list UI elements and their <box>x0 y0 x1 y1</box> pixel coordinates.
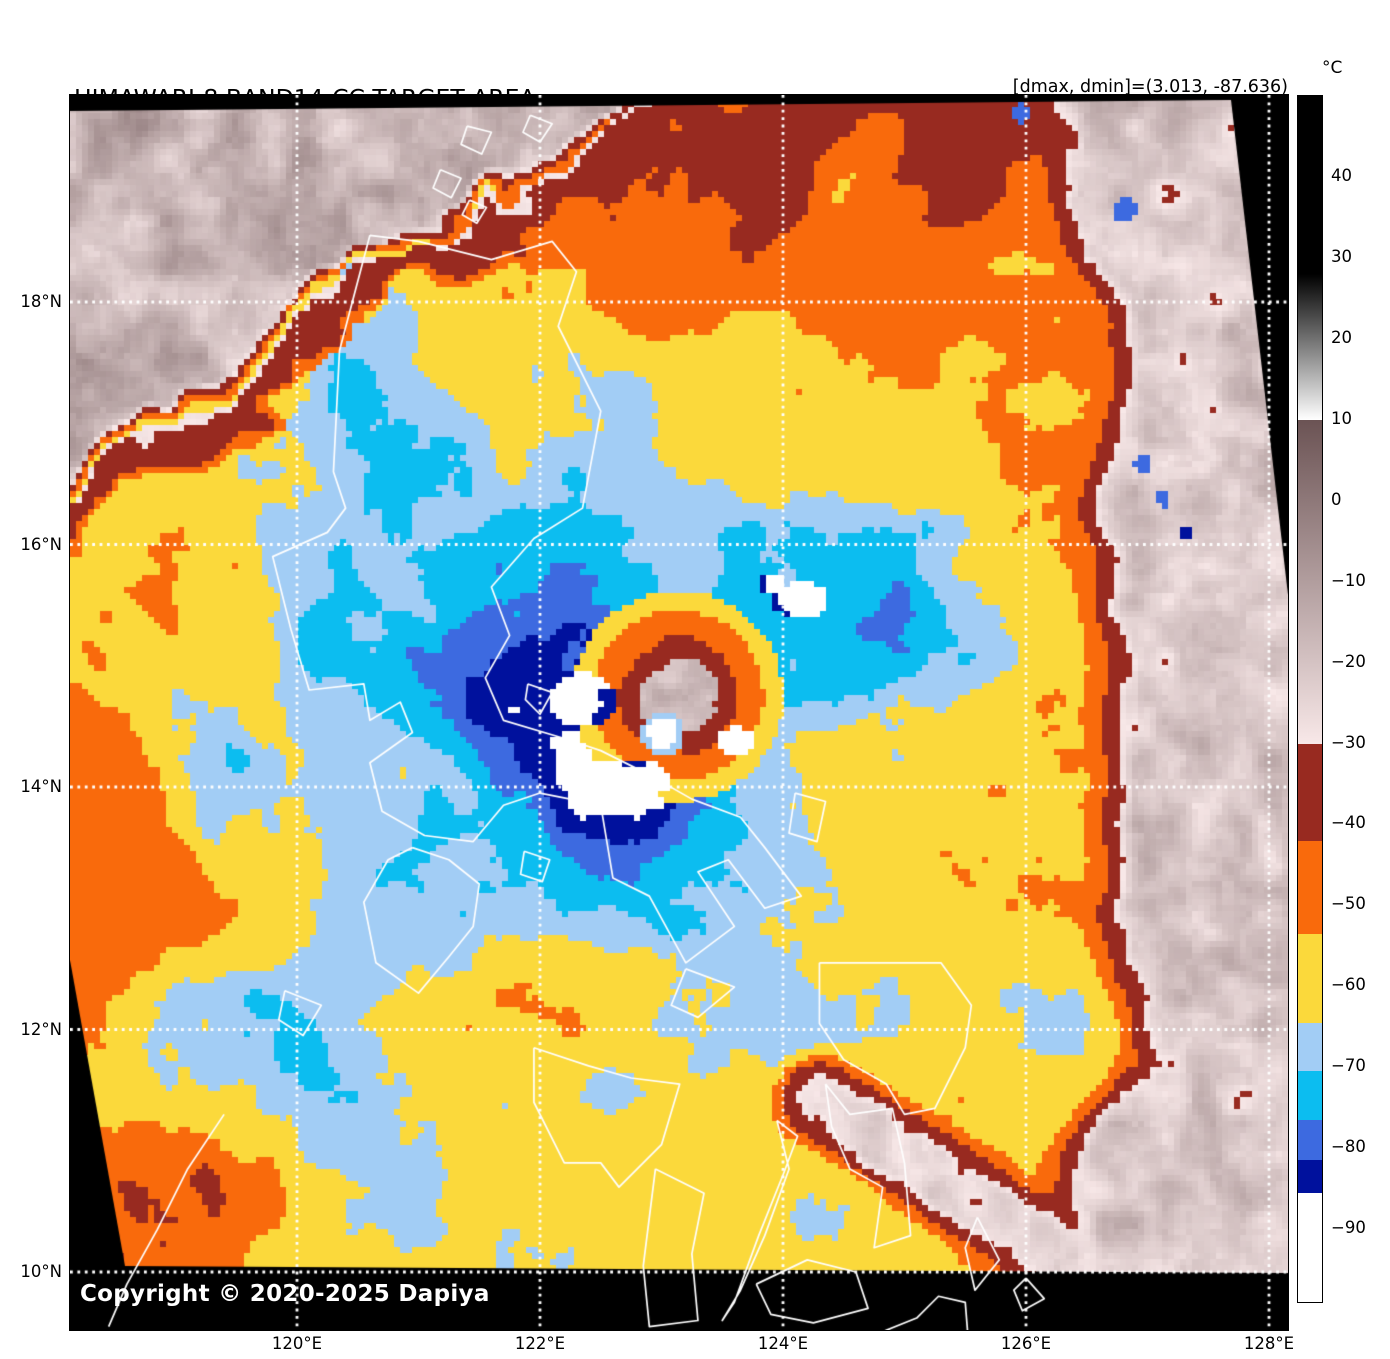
y-axis-tick-label: 10°N <box>20 1262 62 1281</box>
y-axis-tick-label: 12°N <box>20 1019 62 1039</box>
colorbar-segment <box>1298 1119 1322 1161</box>
colorbar-segment <box>1298 419 1322 744</box>
dmax-dmin-label: [dmax, dmin]=(3.013, -87.636) <box>1012 77 1288 97</box>
x-axis-tick-label: 126°E <box>1000 1334 1052 1353</box>
colorbar-segment <box>1298 1192 1322 1302</box>
colorbar-tick-label: 30 <box>1331 246 1352 266</box>
colorbar-tick-label: −50 <box>1331 894 1366 914</box>
colorbar-tick-label: 20 <box>1331 327 1352 347</box>
colorbar-tick-label: −30 <box>1331 732 1366 752</box>
x-axis-tick-label: 128°E <box>1243 1334 1295 1353</box>
colorbar-tick-label: −10 <box>1331 570 1366 590</box>
satellite-map-canvas <box>70 95 1288 1330</box>
x-axis-tick-label: 124°E <box>757 1334 809 1353</box>
colorbar-tick-label: −20 <box>1331 651 1366 671</box>
colorbar-tick-label: −60 <box>1331 975 1366 995</box>
colorbar-tick-label: −80 <box>1331 1137 1366 1157</box>
x-axis-tick-label: 122°E <box>514 1334 566 1353</box>
colorbar-tick-label: 10 <box>1331 408 1352 428</box>
y-axis-tick-label: 14°N <box>20 777 62 796</box>
y-axis-tick-label: 16°N <box>20 534 62 554</box>
colorbar-segment <box>1298 274 1322 420</box>
colorbar-segment <box>1298 840 1322 934</box>
x-axis-tick-label: 120°E <box>271 1334 323 1353</box>
colorbar-segment <box>1298 933 1322 1023</box>
colorbar-tick-label: −70 <box>1331 1056 1366 1076</box>
colorbar-tick-label: −40 <box>1331 813 1366 833</box>
colorbar-tick-label: −90 <box>1331 1218 1366 1238</box>
colorbar-segment <box>1298 96 1322 275</box>
colorbar-unit-label: °C <box>1322 58 1343 78</box>
copyright-label: Copyright © 2020-2025 Dapiya <box>80 1281 490 1307</box>
colorbar-tick-label: 40 <box>1331 165 1352 185</box>
colorbar-segment <box>1298 1022 1322 1072</box>
colorbar-tick-label: 0 <box>1331 489 1342 509</box>
colorbar-segment <box>1298 743 1322 841</box>
colorbar-segment <box>1298 1160 1322 1193</box>
colorbar-segment <box>1298 1071 1322 1120</box>
map-plot-area <box>69 94 1289 1331</box>
colorbar <box>1297 95 1323 1303</box>
y-axis-tick-label: 18°N <box>20 292 62 311</box>
